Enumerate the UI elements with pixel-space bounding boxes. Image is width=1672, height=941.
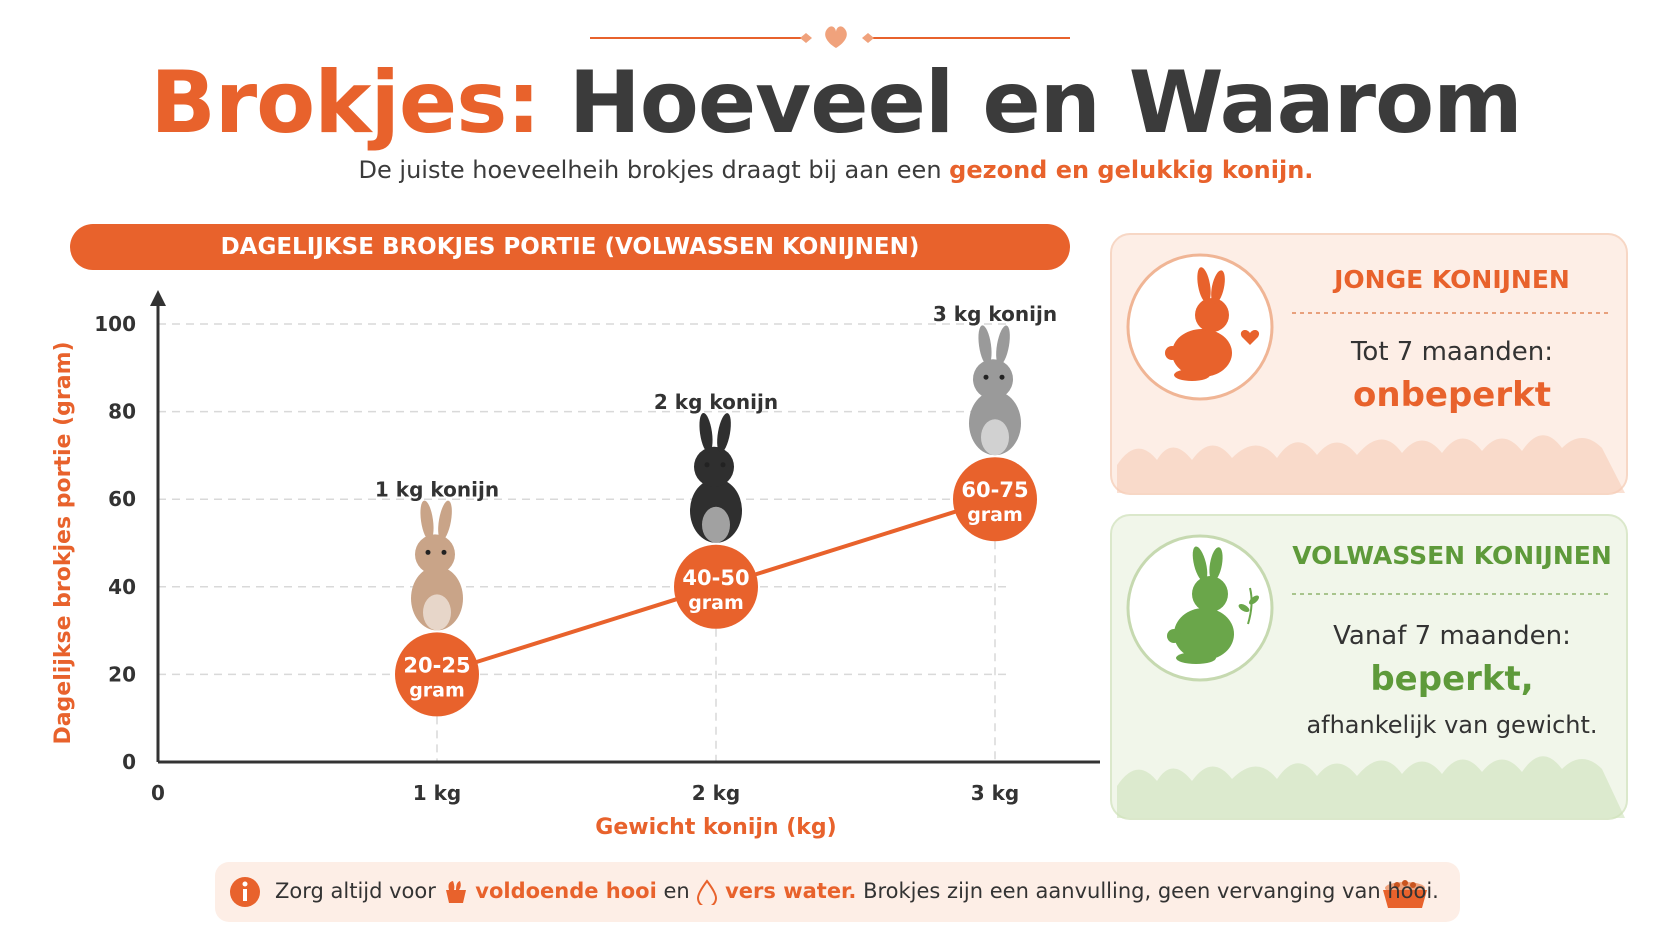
x-tick-label: 0	[151, 781, 165, 805]
data-point	[674, 544, 758, 629]
panel-adult-age: Vanaf 7 maanden:	[1333, 621, 1571, 651]
panel-young-age: Tot 7 maanden:	[1350, 337, 1554, 367]
hay-icon	[445, 881, 466, 903]
rabbit-label: 2 kg konijn	[654, 390, 778, 414]
data-point-unit: gram	[688, 592, 744, 614]
rabbit-label: 3 kg konijn	[933, 302, 1057, 326]
rabbit-label: 1 kg konijn	[375, 477, 499, 501]
rabbit-eye	[999, 374, 1005, 380]
chart-banner: DAGELIJKSE BROKJES PORTIE (VOLWASSEN KON…	[70, 224, 1070, 270]
footer-text-2: en	[663, 879, 690, 903]
rabbit-eye	[720, 462, 726, 468]
rabbit-belly	[702, 506, 730, 543]
rabbit-head	[973, 359, 1013, 400]
footer-highlight-hay: voldoende hooi	[475, 879, 657, 903]
orange-rabbit-heart-icon	[1165, 267, 1260, 381]
rabbit-ear	[438, 500, 452, 541]
rabbit-icon	[690, 412, 742, 543]
panel-adult-note: afhankelijk van gewicht.	[1306, 711, 1598, 739]
data-point-range: 20-25	[403, 653, 470, 677]
panel-young-title: JONGE KONIJNEN	[1334, 265, 1570, 294]
panel-young-art	[1117, 253, 1625, 493]
rabbit-belly	[423, 594, 451, 631]
footer-icons	[230, 877, 1427, 908]
green-rabbit-leaf-icon	[1167, 546, 1259, 664]
data-point-unit: gram	[409, 679, 465, 701]
rabbit-ear	[978, 325, 992, 366]
x-axis-label: Gewicht konijn (kg)	[595, 815, 836, 840]
panel-adult-art	[1117, 534, 1625, 818]
y-tick-label: 80	[108, 400, 136, 424]
data-point-range: 60-75	[961, 478, 1028, 502]
data-point	[953, 457, 1037, 542]
chart-axes: 0 20 40 60 80 100 0 1 kg 2 kg 3 kg Gewicht konijn …	[51, 290, 1100, 840]
panel-adult-amount: beperkt,	[1370, 659, 1534, 699]
footer-bar	[215, 862, 1460, 922]
rabbit-ear	[996, 325, 1010, 365]
info-icon	[230, 877, 260, 907]
rabbit-belly	[981, 419, 1009, 456]
page-title: Brokjes: Hoeveel en Waarom	[0, 48, 1672, 158]
y-tick-label: 0	[122, 750, 136, 774]
rabbit-head	[694, 446, 734, 487]
y-tick-label: 40	[108, 575, 136, 599]
y-axis-label: Dagelijkse brokjes portie (gram)	[51, 341, 76, 744]
page-subtitle: De juiste hoeveelheih brokjes draagt bij…	[0, 156, 1672, 184]
bowl-decoration	[1383, 880, 1427, 908]
rabbit-icon	[969, 325, 1021, 456]
rabbit-eye	[441, 549, 447, 555]
footer-text: Zorg altijd voor voldoende hooi en vers …	[275, 879, 1439, 905]
x-tick-label: 3 kg	[971, 781, 1020, 805]
panel-adult-rabbits: VOLWASSEN KONIJNEN Vanaf 7 maanden: bepe…	[1110, 514, 1628, 820]
rabbit-icon	[411, 500, 463, 631]
y-tick-label: 100	[94, 312, 136, 336]
subtitle-text: De juiste hoeveelheih brokjes draagt bij…	[358, 156, 942, 184]
water-drop-icon	[697, 879, 718, 905]
rabbit-head	[415, 534, 455, 575]
footer-highlight-water: vers water.	[725, 879, 857, 903]
panel-young-rabbits: JONGE KONIJNEN Tot 7 maanden: onbeperkt	[1110, 233, 1628, 495]
x-tick-label: 1 kg	[413, 781, 462, 805]
y-axis-arrow	[150, 290, 166, 306]
y-tick-label: 20	[108, 662, 136, 686]
subtitle-highlight: gezond en gelukkig konijn.	[949, 156, 1314, 184]
x-tick-label: 2 kg	[692, 781, 741, 805]
rabbit-ear	[717, 413, 731, 453]
rabbit-eye	[425, 549, 431, 555]
title-part-2: Hoeveel en Waarom	[568, 53, 1523, 153]
panel-adult-title: VOLWASSEN KONIJNEN	[1292, 541, 1612, 570]
data-point	[395, 632, 479, 717]
data-point-unit: gram	[967, 504, 1023, 526]
rabbit-eye	[983, 374, 989, 380]
header-ornament	[590, 26, 1070, 48]
rabbit-ear	[420, 500, 434, 541]
chart: 0 20 40 60 80 100 0 1 kg 2 kg 3 kg Gewicht konijn …	[51, 290, 1100, 840]
footer-text-3: Brokjes zijn een aanvulling, geen vervan…	[863, 879, 1439, 903]
footer-text-1: Zorg altijd voor	[275, 879, 436, 903]
y-tick-label: 60	[108, 487, 136, 511]
rabbit-ear	[699, 412, 713, 453]
chart-point-layer	[395, 325, 1037, 717]
data-point-range: 40-50	[682, 566, 749, 590]
chart-grid	[158, 323, 1009, 762]
panel-young-amount: onbeperkt	[1353, 375, 1551, 415]
title-part-1: Brokjes:	[150, 53, 541, 153]
rabbit-eye	[704, 462, 710, 468]
